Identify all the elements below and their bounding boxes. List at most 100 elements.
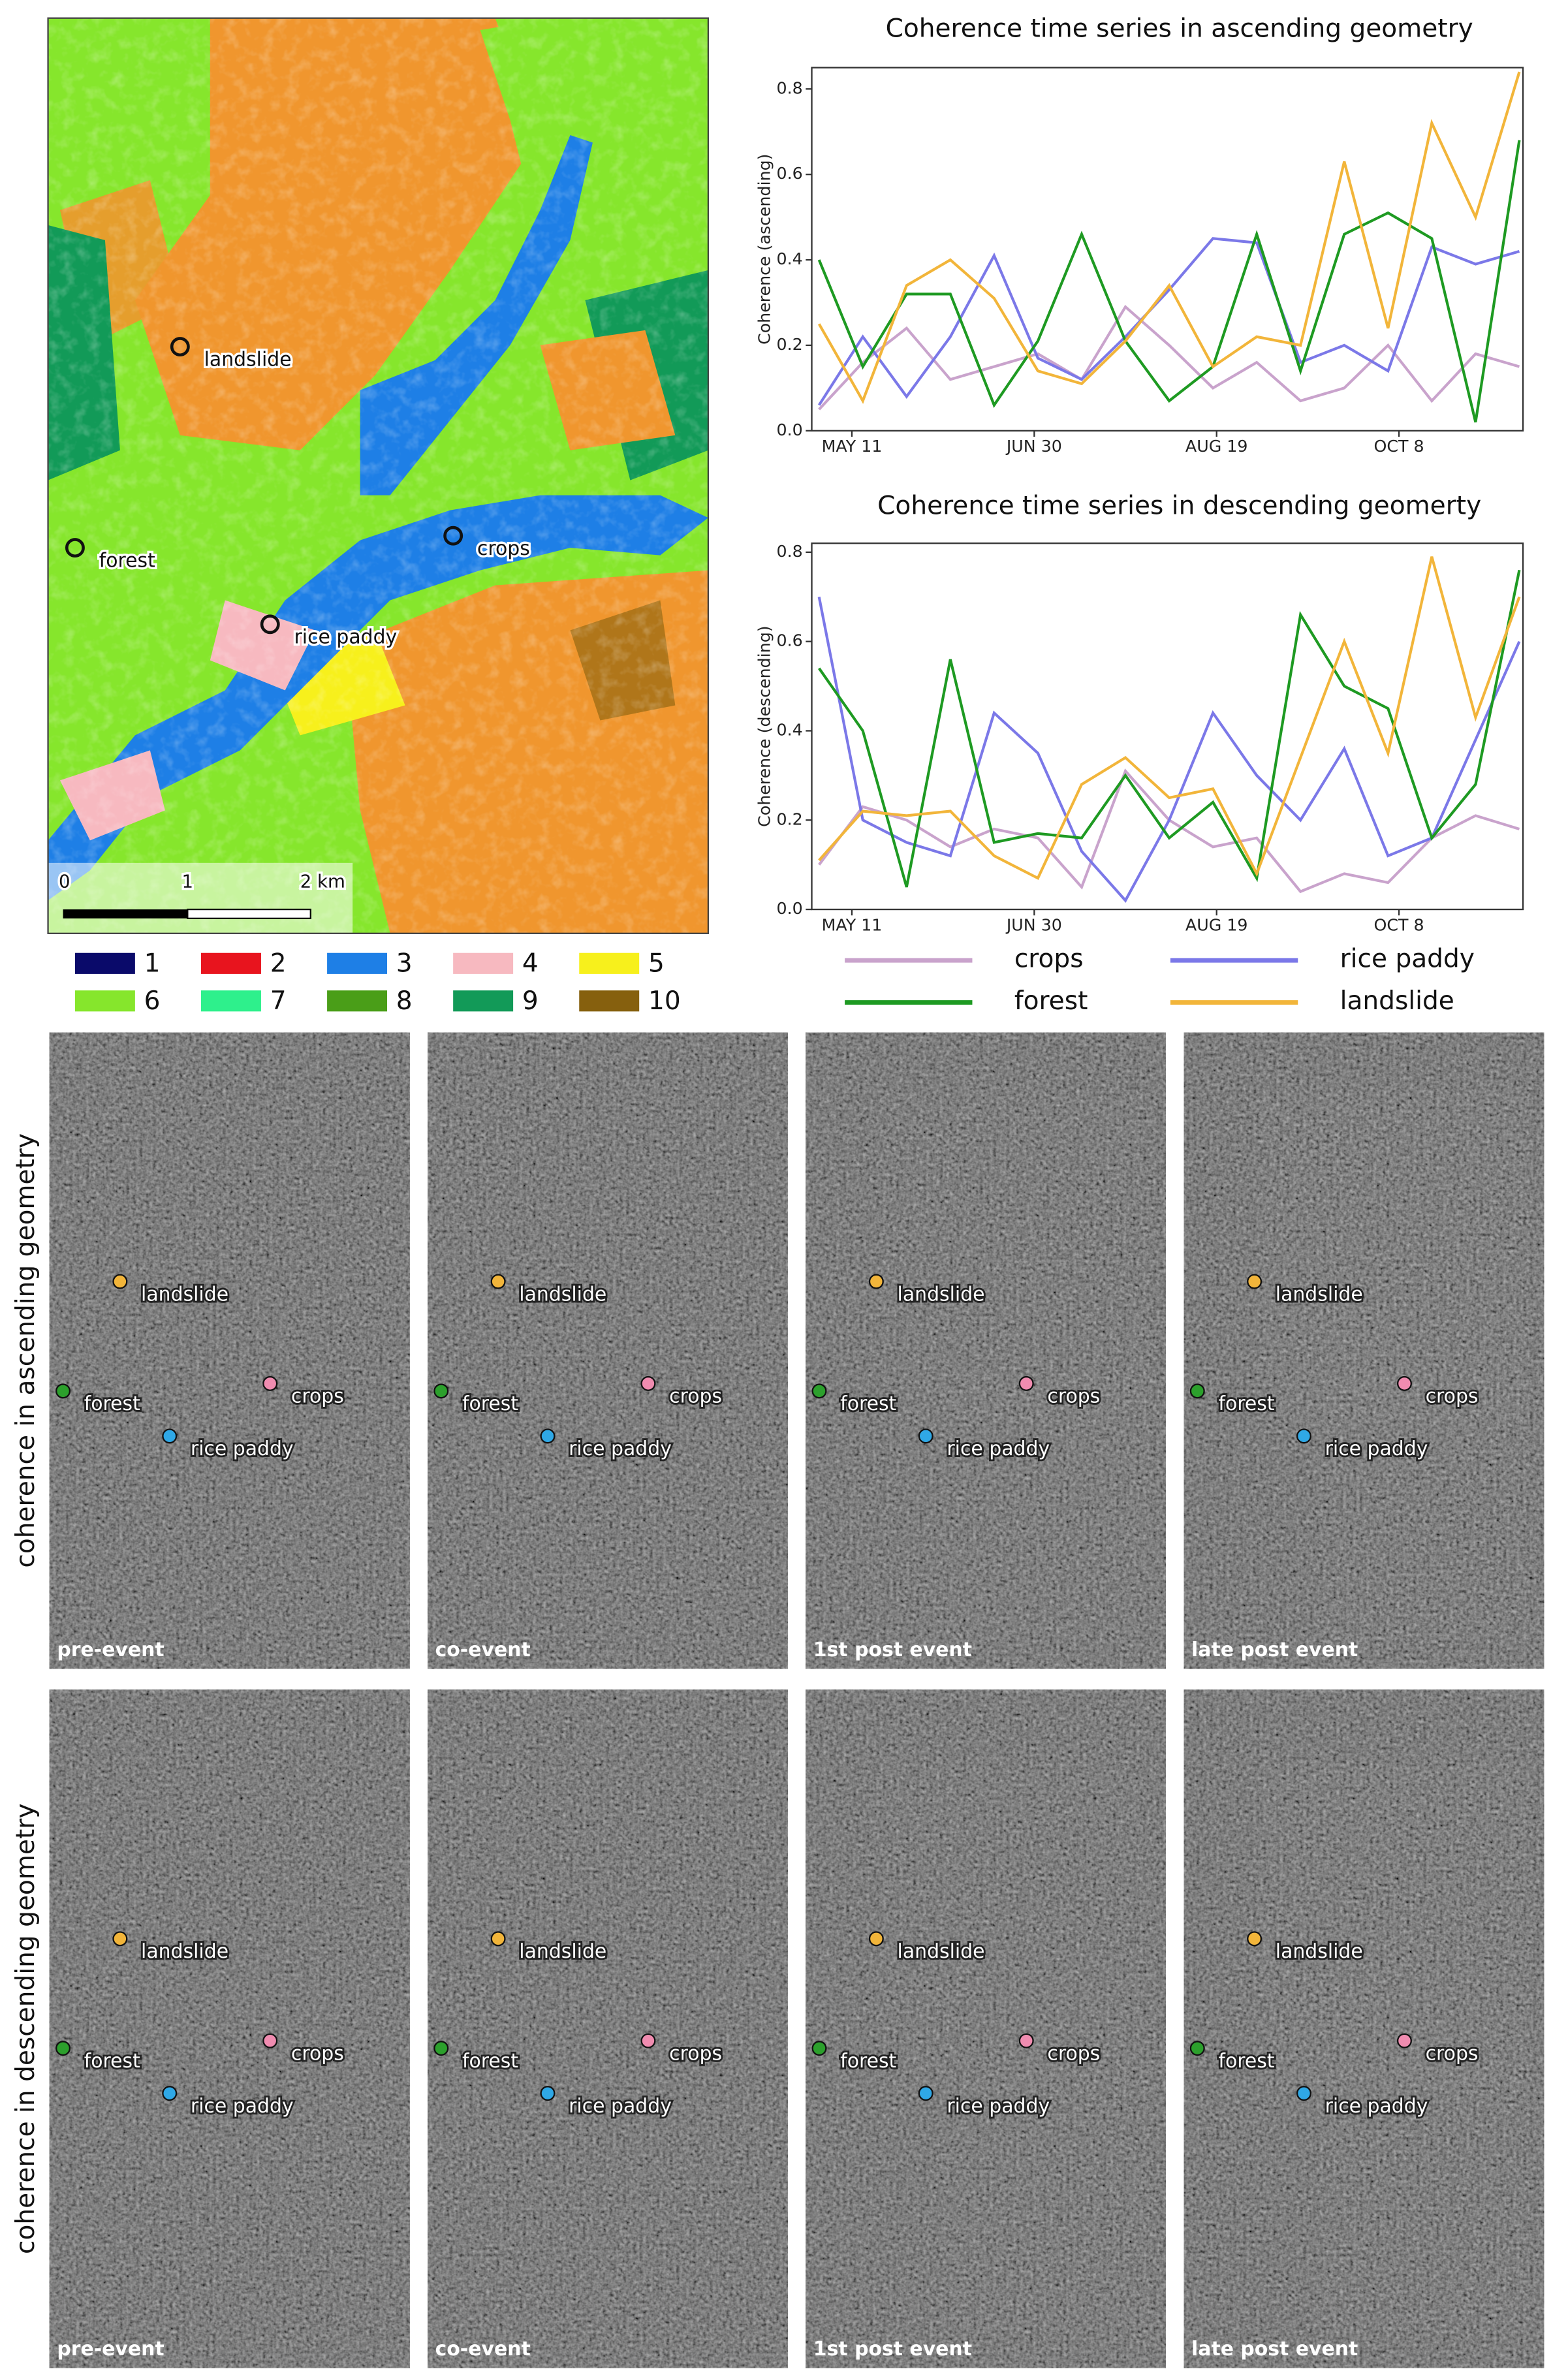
class-label: 10	[648, 986, 681, 1016]
bright-zone	[503, 1090, 773, 1421]
plot-frame	[811, 67, 1524, 432]
panel-point-label: crops	[669, 1385, 722, 1408]
panel-point-label: rice paddy	[191, 1437, 294, 1460]
panel-point	[540, 1428, 556, 1444]
panel-point-label: landslide	[141, 1283, 228, 1306]
line-chart: Coherence time series in ascending geome…	[755, 14, 1524, 456]
panel-point	[868, 1274, 884, 1289]
panel-point	[262, 1375, 278, 1391]
class-label: 1	[144, 949, 161, 979]
column-label: late post event	[1191, 2338, 1358, 2361]
class-label: 8	[396, 986, 413, 1016]
panel-point-label: crops	[291, 1385, 344, 1408]
panel-point-label: landslide	[1276, 1940, 1363, 1963]
land-cover-map	[48, 18, 708, 934]
panel-point-label: forest	[840, 2050, 896, 2073]
map-frame	[47, 17, 710, 934]
y-tick-label: 0.4	[777, 720, 803, 739]
panel-point-label: forest	[462, 1392, 518, 1415]
panel-point	[433, 1383, 449, 1399]
class-swatch	[201, 952, 261, 974]
y-tick-label: 0.4	[777, 249, 803, 268]
speckle	[49, 1689, 410, 2368]
map-point	[65, 538, 85, 558]
y-tick-label: 0.2	[777, 335, 803, 354]
panel-point	[868, 1931, 884, 1947]
column-label: 1st post event	[813, 1639, 972, 1661]
x-tick-label: OCT 8	[1374, 437, 1424, 456]
panel-point	[1296, 2086, 1311, 2101]
panel-point-label: rice paddy	[947, 2095, 1050, 2118]
column-label: 1st post event	[813, 2338, 972, 2361]
column-label: pre-event	[57, 1639, 164, 1661]
x-tick-label: AUG 19	[1185, 437, 1248, 456]
panel-point-label: forest	[1218, 2050, 1274, 2073]
x-tick-label: AUG 19	[1185, 915, 1248, 934]
panel-point-label: rice paddy	[191, 2095, 294, 2118]
panel-point-label: forest	[462, 2050, 518, 2073]
panel-point-label: crops	[1426, 1385, 1479, 1408]
column-label: co-event	[435, 1639, 531, 1661]
series-line	[817, 71, 1521, 404]
y-tick-label: 0.8	[777, 78, 803, 97]
y-tick-label: 0.0	[777, 420, 803, 439]
panel-point-label: rice paddy	[947, 1437, 1050, 1460]
panel-point-label: rice paddy	[1325, 2095, 1428, 2118]
panel-point	[1296, 1428, 1311, 1444]
scale-label: 0	[59, 871, 71, 892]
x-tick-label: OCT 8	[1374, 915, 1424, 934]
y-tick-label: 0.6	[777, 631, 803, 650]
charts: Coherence time series in ascending geome…	[755, 14, 1524, 1016]
panel-point-label: landslide	[519, 1940, 606, 1963]
panel-point	[1018, 1375, 1034, 1391]
x-tick-label: MAY 11	[822, 437, 883, 456]
map-annotations: landslide forest crops rice paddy 0 1 2 km 1 2 3 4…	[57, 337, 681, 1016]
class-swatch	[201, 990, 261, 1012]
panel-point-label: landslide	[141, 1940, 228, 1963]
series-line	[817, 596, 1521, 903]
map-point	[170, 337, 190, 357]
legend-label: landslide	[1340, 986, 1454, 1016]
class-swatch	[579, 990, 640, 1012]
class-swatch	[74, 990, 135, 1012]
chart-title: Coherence time series in ascending geome…	[886, 14, 1473, 44]
class-swatch	[453, 990, 514, 1012]
panel-point	[1189, 2041, 1205, 2056]
bright-zone	[1319, 2063, 1529, 2334]
class-swatch	[74, 952, 135, 974]
row-label: coherence in descending geometry	[11, 1804, 40, 2254]
class-swatch	[327, 990, 388, 1012]
panel-point	[918, 2086, 933, 2101]
column-label: pre-event	[57, 2338, 164, 2361]
bright-zone	[941, 2063, 1151, 2334]
panel-point-label: crops	[669, 2042, 722, 2065]
class-label: 5	[648, 949, 665, 979]
y-tick-label: 0.0	[777, 899, 803, 918]
class-label: 2	[270, 949, 287, 979]
panel-point	[55, 2041, 71, 2056]
scale-label: 1	[182, 871, 194, 892]
class-label: 6	[144, 986, 161, 1016]
y-tick-label: 0.6	[777, 164, 803, 183]
class-swatch	[579, 952, 640, 974]
legend: crops rice paddy forest landslide	[845, 945, 1475, 1016]
bright-zone	[125, 1090, 395, 1421]
panel-point	[811, 1383, 827, 1399]
plot-frame	[811, 542, 1524, 911]
panel-point-label: landslide	[898, 1940, 985, 1963]
speckle	[428, 1032, 788, 1669]
column-label: late post event	[1191, 1639, 1358, 1661]
panel-point-label: forest	[84, 1392, 140, 1415]
panel-point	[490, 1931, 506, 1947]
map-point	[260, 614, 280, 635]
bright-zone	[1319, 1374, 1529, 1645]
coherence-panels: coherence in ascending geometry landslide…	[11, 1032, 1544, 2368]
panel-point-label: forest	[84, 2050, 140, 2073]
panel-point	[640, 2033, 656, 2049]
panel-point-label: crops	[1426, 2042, 1479, 2065]
panel-point-label: forest	[1218, 1392, 1274, 1415]
panel-point	[55, 1383, 71, 1399]
panel-point	[918, 1428, 933, 1444]
panel-point-label: landslide	[519, 1283, 606, 1306]
panel-point	[811, 2041, 827, 2056]
